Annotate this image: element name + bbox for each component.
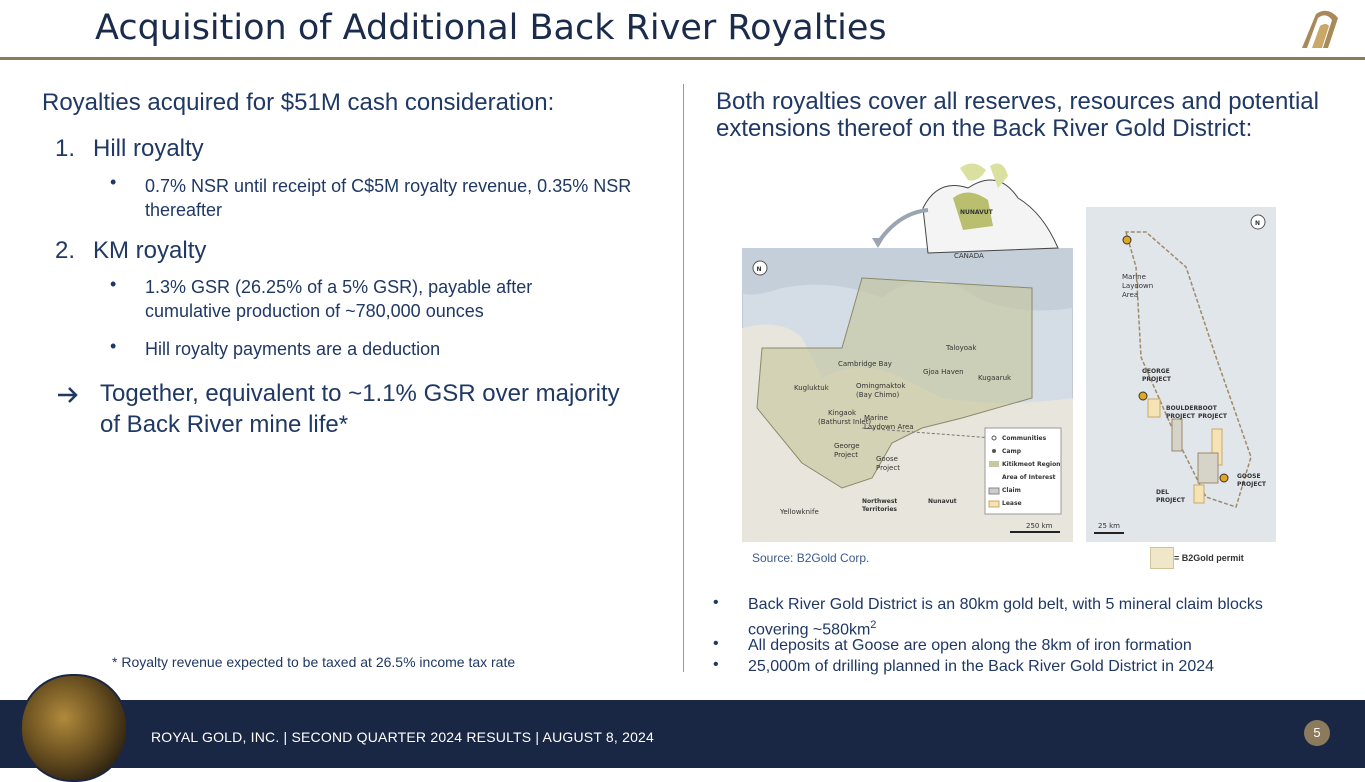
bullet-dot: • xyxy=(713,656,719,673)
gold-bars-image xyxy=(20,674,128,782)
bullet-dot: • xyxy=(713,594,719,611)
detail-goose-1: GOOSE xyxy=(1237,473,1261,480)
detail-george-1: GEORGE xyxy=(1142,368,1170,375)
column-divider xyxy=(683,84,684,672)
place-taloyoak: Taloyoak xyxy=(945,344,977,352)
place-omingmaktok-sub: (Bay Chimo) xyxy=(856,391,900,399)
page-title: Acquisition of Additional Back River Roy… xyxy=(95,8,887,48)
detail-boulder-1: BOULDER xyxy=(1166,405,1198,412)
left-heading: Royalties acquired for $51M cash conside… xyxy=(42,89,555,116)
legend-camp: Camp xyxy=(1002,448,1022,455)
map-legend: Communities Camp Kitikmeot Region Area o… xyxy=(984,427,1062,515)
scale-left: 250 km xyxy=(1026,522,1053,530)
item1-number: 1. xyxy=(55,135,76,162)
item2-bullet-1: 1.3% GSR (26.25% of a 5% GSR), payable a… xyxy=(145,277,533,321)
canada-inset-map: NUNAVUT CANADA xyxy=(872,163,1059,260)
right-bullet-3: 25,000m of drilling planned in the Back … xyxy=(748,658,1215,675)
item1-bullet: 0.7% NSR until receipt of C$5M royalty r… xyxy=(145,176,632,220)
detail-boulder-2: PROJECT xyxy=(1166,413,1196,420)
bullet-dot: • xyxy=(110,172,117,192)
footer-text: ROYAL GOLD, INC. | SECOND QUARTER 2024 R… xyxy=(151,729,655,745)
legend-lease: Lease xyxy=(1002,500,1022,507)
legend-kitikmeot: Kitikmeot Region xyxy=(1002,461,1060,468)
royal-gold-logo xyxy=(1302,10,1338,49)
north-label-2: N xyxy=(1255,220,1260,227)
detail-marine-3: Area xyxy=(1122,291,1138,299)
right-heading: Both royalties cover all reserves, resou… xyxy=(716,88,1319,142)
source-note: Source: B2Gold Corp. xyxy=(752,551,870,565)
right-bullet-2: All deposits at Goose are open along the… xyxy=(748,637,1192,654)
permit-swatch xyxy=(1150,547,1174,569)
right-bullet-1: Back River Gold District is an 80km gold… xyxy=(748,595,1318,640)
place-goose-sub: Project xyxy=(876,464,900,472)
superscript: 2 xyxy=(870,619,877,631)
detail-boot-2: PROJECT xyxy=(1198,413,1228,420)
legend-claim: Claim xyxy=(1002,487,1021,494)
detail-del-2: PROJECT xyxy=(1156,497,1186,504)
permit-label: = B2Gold permit xyxy=(1174,553,1244,563)
detail-marine-2: Laydown xyxy=(1122,282,1153,290)
detail-boot-1: BOOT xyxy=(1198,405,1218,412)
detail-george-2: PROJECT xyxy=(1142,376,1172,383)
place-kingaok: Kingaok xyxy=(828,409,857,417)
place-marine-sub: Laydown Area xyxy=(864,423,914,431)
place-george: George xyxy=(834,442,860,450)
item2-label: KM royalty xyxy=(93,237,207,264)
place-goose: Goose xyxy=(876,455,898,463)
place-marine: Marine xyxy=(864,414,888,422)
item1-label: Hill royalty xyxy=(93,135,204,162)
conclusion-text: Together, equivalent to ~1.1% GSR over m… xyxy=(100,380,620,438)
place-gjoa-haven: Gjoa Haven xyxy=(923,368,964,376)
north-label: N xyxy=(757,266,762,273)
place-kugaaruk: Kugaaruk xyxy=(978,374,1012,382)
page-number: 5 xyxy=(1304,720,1330,746)
bullet-dot: • xyxy=(110,336,117,356)
place-nwt-sub: Territories xyxy=(862,506,897,513)
place-george-sub: Project xyxy=(834,451,858,459)
legend-communities: Communities xyxy=(1002,435,1047,442)
bullet-dot: • xyxy=(110,274,117,294)
item2-bullet-2: Hill royalty payments are a deduction xyxy=(145,339,441,359)
detail-scale: 25 km xyxy=(1098,522,1120,530)
place-cambridge-bay: Cambridge Bay xyxy=(838,360,892,368)
arrow-right-icon xyxy=(58,387,78,403)
footnote: * Royalty revenue expected to be taxed a… xyxy=(112,654,516,670)
district-map: N Marine Laydown Area GEORGE PROJECT BOU… xyxy=(1086,207,1276,542)
place-nunavut: Nunavut xyxy=(928,498,957,505)
title-rule xyxy=(0,57,1365,60)
inset-nunavut: NUNAVUT xyxy=(960,209,994,216)
detail-del-1: DEL xyxy=(1156,489,1169,496)
place-nwt: Northwest xyxy=(862,498,897,505)
legend-aoi: Area of Interest xyxy=(1002,474,1056,481)
right-bullet-1-text: Back River Gold District is an 80km gold… xyxy=(748,596,1263,639)
region-map: N Cambridge Bay Taloyoak Gjoa Haven Kuga… xyxy=(742,248,1073,542)
place-yellowknife: Yellowknife xyxy=(779,508,819,516)
inset-canada: CANADA xyxy=(954,252,984,260)
place-kugluktuk: Kugluktuk xyxy=(794,384,830,392)
bullet-dot: • xyxy=(713,635,719,652)
place-omingmaktok: Omingmaktok xyxy=(856,382,906,390)
item2-number: 2. xyxy=(55,237,76,264)
detail-goose-2: PROJECT xyxy=(1237,481,1267,488)
footer-bar xyxy=(0,700,1365,768)
detail-marine-1: Marine xyxy=(1122,273,1146,281)
place-kingaok-sub: (Bathurst Inlet) xyxy=(818,418,871,426)
